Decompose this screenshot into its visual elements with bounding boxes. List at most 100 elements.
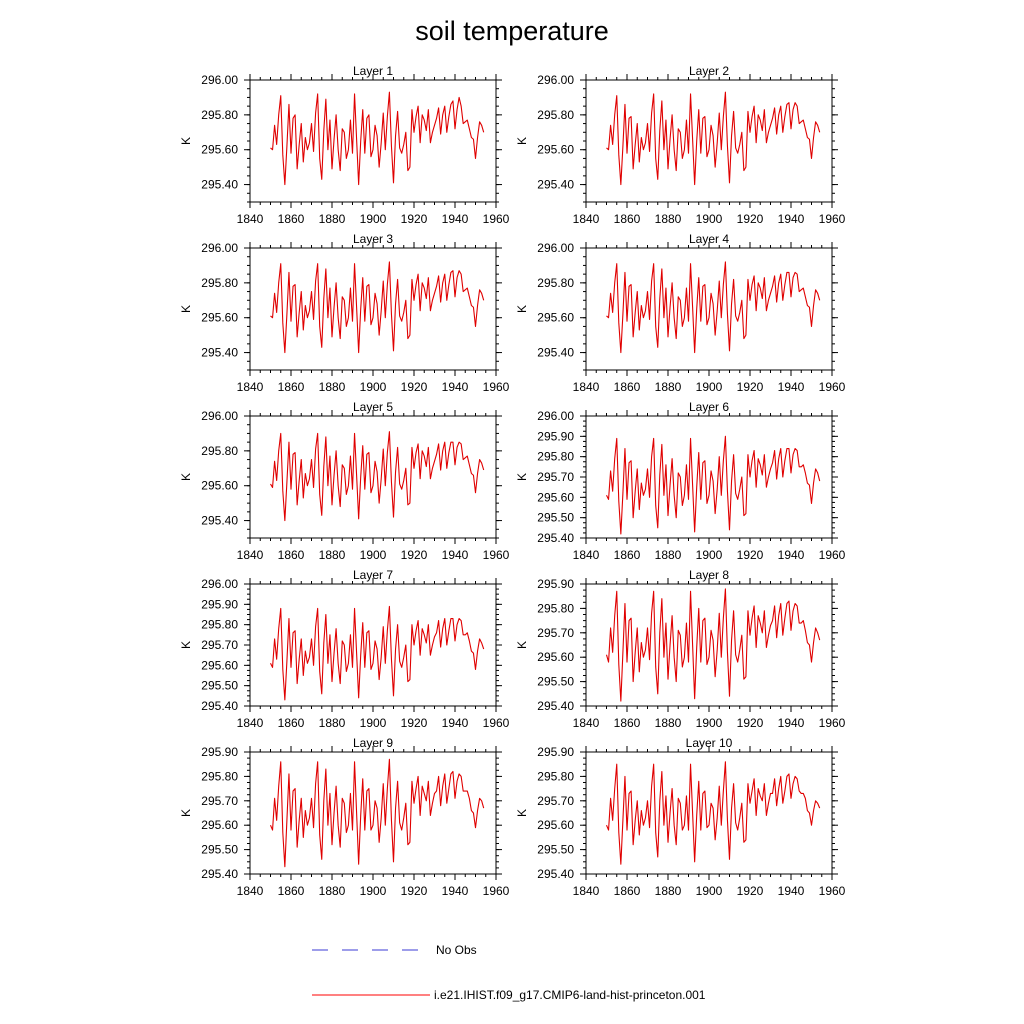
series-line bbox=[270, 91, 485, 186]
y-tick-label: 295.80 bbox=[201, 108, 238, 122]
x-tick-label: 1840 bbox=[237, 548, 264, 562]
plot-frame bbox=[249, 583, 497, 707]
x-tick-label: 1880 bbox=[655, 548, 682, 562]
panels: Layer 1 K 1840 1860 1880 1900 1920 1940 1960 296.… bbox=[179, 64, 846, 898]
series-line bbox=[270, 431, 485, 522]
y-tick-label: 295.50 bbox=[537, 843, 574, 857]
x-tick-label: 1920 bbox=[737, 212, 764, 226]
x-tick-label: 1860 bbox=[278, 380, 305, 394]
x-tick-label: 1840 bbox=[573, 884, 600, 898]
y-tick-label: 295.90 bbox=[537, 429, 574, 443]
y-tick-label: 295.60 bbox=[537, 311, 574, 325]
x-tick-label: 1900 bbox=[360, 548, 387, 562]
y-tick-label: 296.00 bbox=[201, 409, 238, 423]
y-tick-label: 295.70 bbox=[537, 470, 574, 484]
x-tick-label: 1960 bbox=[819, 380, 846, 394]
series-line bbox=[605, 588, 821, 702]
y-tick-label: 295.40 bbox=[537, 867, 574, 881]
series-line bbox=[606, 261, 821, 354]
x-tick-label: 1880 bbox=[655, 716, 682, 730]
plot-frame bbox=[585, 415, 833, 539]
y-tick-label: 295.70 bbox=[201, 638, 238, 652]
x-tick-label: 1960 bbox=[483, 380, 510, 394]
x-tick-label: 1880 bbox=[319, 716, 346, 730]
y-tick-label: 295.80 bbox=[201, 769, 238, 783]
x-tick-label: 1940 bbox=[778, 884, 805, 898]
y-tick-label: 295.40 bbox=[201, 178, 238, 192]
x-tick-label: 1940 bbox=[442, 548, 469, 562]
x-tick-label: 1860 bbox=[614, 380, 641, 394]
y-tick-label: 295.60 bbox=[201, 311, 238, 325]
y-tick-label: 295.80 bbox=[537, 450, 574, 464]
legend-obs-label: No Obs bbox=[436, 943, 477, 957]
x-tick-label: 1900 bbox=[360, 884, 387, 898]
panel-10: Layer 10 K 1840 1860 1880 1900 1920 1940 1960 295… bbox=[515, 736, 846, 898]
x-tick-label: 1920 bbox=[737, 380, 764, 394]
y-axis-label: K bbox=[515, 641, 529, 649]
panel-title: Layer 9 bbox=[353, 736, 393, 750]
y-tick-label: 295.60 bbox=[201, 658, 238, 672]
y-tick-label: 295.50 bbox=[537, 675, 574, 689]
x-tick-label: 1920 bbox=[401, 884, 428, 898]
x-tick-label: 1840 bbox=[237, 884, 264, 898]
y-tick-label: 295.80 bbox=[537, 769, 574, 783]
x-tick-label: 1920 bbox=[737, 884, 764, 898]
y-axis-label: K bbox=[515, 473, 529, 481]
y-axis-label: K bbox=[179, 809, 193, 817]
x-tick-label: 1860 bbox=[278, 716, 305, 730]
y-tick-label: 296.00 bbox=[201, 241, 238, 255]
x-tick-label: 1940 bbox=[442, 716, 469, 730]
panel-6: Layer 6 K 1840 1860 1880 1900 1920 1940 1960 296.… bbox=[515, 400, 846, 562]
y-tick-label: 295.90 bbox=[537, 577, 574, 591]
series-line bbox=[269, 758, 485, 868]
x-tick-label: 1960 bbox=[483, 716, 510, 730]
y-tick-label: 295.40 bbox=[201, 514, 238, 528]
x-tick-label: 1960 bbox=[483, 548, 510, 562]
x-tick-label: 1840 bbox=[573, 548, 600, 562]
x-tick-label: 1920 bbox=[401, 548, 428, 562]
y-tick-label: 296.00 bbox=[201, 577, 238, 591]
x-tick-label: 1920 bbox=[401, 212, 428, 226]
y-tick-label: 295.60 bbox=[537, 650, 574, 664]
x-tick-label: 1840 bbox=[237, 380, 264, 394]
y-tick-label: 295.80 bbox=[537, 276, 574, 290]
y-tick-label: 295.80 bbox=[201, 618, 238, 632]
panel-5: Layer 5 K 1840 1860 1880 1900 1920 1940 1960 296.… bbox=[179, 400, 510, 562]
x-tick-label: 1940 bbox=[442, 212, 469, 226]
x-tick-label: 1960 bbox=[819, 212, 846, 226]
panel-7: Layer 7 K 1840 1860 1880 1900 1920 1940 1960 296.… bbox=[179, 568, 510, 730]
x-tick-label: 1940 bbox=[442, 884, 469, 898]
x-tick-label: 1900 bbox=[696, 716, 723, 730]
panel-3: Layer 3 K 1840 1860 1880 1900 1920 1940 1960 296.… bbox=[179, 232, 510, 394]
panel-title: Layer 1 bbox=[353, 64, 393, 78]
y-tick-label: 295.60 bbox=[537, 143, 574, 157]
y-tick-label: 296.00 bbox=[537, 241, 574, 255]
y-axis-label: K bbox=[515, 137, 529, 145]
y-axis-label: K bbox=[515, 809, 529, 817]
x-tick-label: 1920 bbox=[401, 380, 428, 394]
x-tick-label: 1880 bbox=[319, 212, 346, 226]
panel-title: Layer 3 bbox=[353, 232, 393, 246]
x-tick-label: 1860 bbox=[614, 884, 641, 898]
x-tick-label: 1880 bbox=[655, 380, 682, 394]
series-line bbox=[606, 435, 821, 535]
panel-2: Layer 2 K 1840 1860 1880 1900 1920 1940 1960 296.… bbox=[515, 64, 846, 226]
x-tick-label: 1900 bbox=[360, 212, 387, 226]
y-tick-label: 295.80 bbox=[537, 108, 574, 122]
series-line bbox=[270, 605, 485, 701]
x-tick-label: 1960 bbox=[483, 212, 510, 226]
x-tick-label: 1920 bbox=[737, 716, 764, 730]
y-tick-label: 295.90 bbox=[201, 597, 238, 611]
y-tick-label: 295.70 bbox=[537, 626, 574, 640]
x-tick-label: 1940 bbox=[778, 716, 805, 730]
x-tick-label: 1860 bbox=[278, 884, 305, 898]
figure-title: soil temperature bbox=[415, 16, 609, 46]
y-tick-label: 295.90 bbox=[201, 745, 238, 759]
y-tick-label: 296.00 bbox=[537, 409, 574, 423]
y-tick-label: 295.40 bbox=[537, 699, 574, 713]
y-tick-label: 295.50 bbox=[201, 679, 238, 693]
y-tick-label: 295.60 bbox=[201, 479, 238, 493]
y-axis-label: K bbox=[179, 641, 193, 649]
x-tick-label: 1940 bbox=[778, 380, 805, 394]
